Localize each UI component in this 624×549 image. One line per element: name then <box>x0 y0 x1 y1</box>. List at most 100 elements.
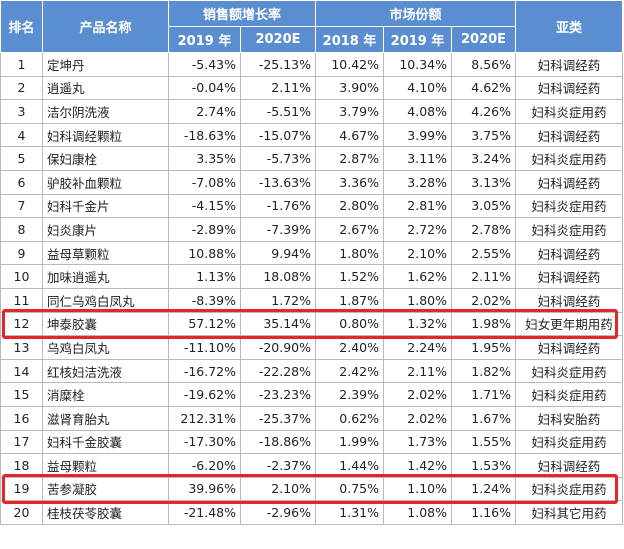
header-growth-2020e: 2020E <box>239 26 317 53</box>
share-2019-cell: 3.11% <box>383 146 453 171</box>
table-row: 2 逍遥丸 -0.04% 2.11% 3.90% 4.10% 4.62% 妇科调经药 <box>0 75 624 101</box>
share-2018-cell: 1.87% <box>315 287 385 313</box>
table-body: 1 定坤丹 -5.43% -25.13% 10.42% 10.34% 8.56% 妇科调经药 2… <box>0 52 624 525</box>
product-name-cell: 加味逍遥丸 <box>42 264 169 289</box>
table-row: 9 益母草颗粒 10.88% 9.94% 1.80% 2.10% 2.55% 妇科调经药 <box>0 240 624 266</box>
category-cell: 妇科安胎药 <box>515 405 624 431</box>
category-cell: 妇科炎症用药 <box>515 358 624 384</box>
share-2018-cell: 1.99% <box>315 429 385 455</box>
growth-2020e-cell: -7.39% <box>239 217 317 242</box>
category-cell: 妇科炎症用药 <box>515 99 624 124</box>
category-cell: 妇科调经药 <box>515 52 624 77</box>
growth-2020e-cell: -23.23% <box>239 382 317 407</box>
growth-2020e-cell: 2.10% <box>239 476 317 502</box>
product-name-cell: 益母草颗粒 <box>42 240 169 266</box>
rank-cell: 6 <box>0 169 43 195</box>
growth-2019-cell: -11.10% <box>168 335 241 360</box>
growth-2019-cell: -4.15% <box>168 193 241 219</box>
table-row: 14 红核妇洁洗液 -16.72% -22.28% 2.42% 2.11% 1.82% 妇科炎… <box>0 358 624 384</box>
rank-cell: 9 <box>0 240 43 266</box>
growth-2020e-cell: -1.76% <box>239 193 317 219</box>
product-name-cell: 妇炎康片 <box>42 217 169 242</box>
header-share-2020e: 2020E <box>451 26 517 53</box>
growth-2019-cell: -5.43% <box>168 52 241 77</box>
product-name-cell: 妇科千金片 <box>42 193 169 219</box>
share-2019-cell: 4.08% <box>383 99 453 124</box>
category-cell: 妇科炎症用药 <box>515 217 624 242</box>
product-name-cell: 坤泰胶囊 <box>42 311 169 337</box>
growth-2019-cell: -7.08% <box>168 169 241 195</box>
market-table-wrapper: 排名 产品名称 销售额增长率 市场份额 亚类 2019 年 2020E 2018… <box>0 0 624 525</box>
category-cell: 妇科炎症用药 <box>515 429 624 455</box>
share-2018-cell: 1.80% <box>315 240 385 266</box>
rank-cell: 11 <box>0 287 43 313</box>
share-2019-cell: 1.10% <box>383 476 453 502</box>
share-2019-cell: 2.02% <box>383 405 453 431</box>
product-name-cell: 益母颗粒 <box>42 453 169 478</box>
product-name-cell: 妇科千金胶囊 <box>42 429 169 455</box>
growth-2019-cell: -0.04% <box>168 75 241 101</box>
share-2018-cell: 4.67% <box>315 122 385 148</box>
share-2018-cell: 1.52% <box>315 264 385 289</box>
table-row: 7 妇科千金片 -4.15% -1.76% 2.80% 2.81% 3.05% 妇科炎症用药 <box>0 193 624 219</box>
share-2019-cell: 10.34% <box>383 52 453 77</box>
header-share-2019: 2019 年 <box>383 26 453 53</box>
share-2018-cell: 10.42% <box>315 52 385 77</box>
rank-cell: 7 <box>0 193 43 219</box>
growth-2019-cell: -17.30% <box>168 429 241 455</box>
growth-2019-cell: -2.89% <box>168 217 241 242</box>
growth-2019-cell: -21.48% <box>168 500 241 525</box>
share-2019-cell: 1.80% <box>383 287 453 313</box>
share-2020e-cell: 2.11% <box>451 264 517 289</box>
rank-cell: 16 <box>0 405 43 431</box>
rank-cell: 18 <box>0 453 43 478</box>
growth-2019-cell: -8.39% <box>168 287 241 313</box>
share-2018-cell: 2.87% <box>315 146 385 171</box>
product-name-cell: 定坤丹 <box>42 52 169 77</box>
growth-2019-cell: -19.62% <box>168 382 241 407</box>
growth-2020e-cell: 18.08% <box>239 264 317 289</box>
rank-cell: 20 <box>0 500 43 525</box>
share-2020e-cell: 8.56% <box>451 52 517 77</box>
rank-cell: 19 <box>0 476 43 502</box>
share-2019-cell: 1.42% <box>383 453 453 478</box>
category-cell: 妇科调经药 <box>515 75 624 101</box>
rank-cell: 17 <box>0 429 43 455</box>
rank-cell: 4 <box>0 122 43 148</box>
share-2020e-cell: 3.13% <box>451 169 517 195</box>
product-name-cell: 保妇康栓 <box>42 146 169 171</box>
growth-2020e-cell: -2.37% <box>239 453 317 478</box>
share-2020e-cell: 4.26% <box>451 99 517 124</box>
header-share-2018: 2018 年 <box>315 26 385 53</box>
table-row: 12 坤泰胶囊 57.12% 35.14% 0.80% 1.32% 1.98% 妇女更年期用药 <box>0 311 624 337</box>
share-2020e-cell: 1.16% <box>451 500 517 525</box>
share-2019-cell: 4.10% <box>383 75 453 101</box>
growth-2020e-cell: -5.51% <box>239 99 317 124</box>
share-2020e-cell: 1.24% <box>451 476 517 502</box>
growth-2020e-cell: -15.07% <box>239 122 317 148</box>
share-2018-cell: 0.75% <box>315 476 385 502</box>
product-name-cell: 洁尔阴洗液 <box>42 99 169 124</box>
share-2019-cell: 2.11% <box>383 358 453 384</box>
share-2018-cell: 3.36% <box>315 169 385 195</box>
header-market-share: 市场份额 <box>315 0 517 27</box>
table-row: 11 同仁乌鸡白凤丸 -8.39% 1.72% 1.87% 1.80% 2.02% 妇科调经药 <box>0 287 624 313</box>
share-2018-cell: 3.90% <box>315 75 385 101</box>
table-row: 20 桂枝茯苓胶囊 -21.48% -2.96% 1.31% 1.08% 1.16% 妇科其它… <box>0 500 624 525</box>
table-row: 16 滋肾育胎丸 212.31% -25.37% 0.62% 2.02% 1.67% 妇科安胎… <box>0 405 624 431</box>
share-2020e-cell: 1.95% <box>451 335 517 360</box>
share-2020e-cell: 1.53% <box>451 453 517 478</box>
share-2018-cell: 2.80% <box>315 193 385 219</box>
share-2018-cell: 0.62% <box>315 405 385 431</box>
share-2019-cell: 1.62% <box>383 264 453 289</box>
table-row: 18 益母颗粒 -6.20% -2.37% 1.44% 1.42% 1.53% 妇科调经药 <box>0 453 624 478</box>
rank-cell: 5 <box>0 146 43 171</box>
share-2019-cell: 1.32% <box>383 311 453 337</box>
category-cell: 妇科调经药 <box>515 287 624 313</box>
category-cell: 妇科调经药 <box>515 335 624 360</box>
table-row: 5 保妇康栓 3.35% -5.73% 2.87% 3.11% 3.24% 妇科炎症用药 <box>0 146 624 171</box>
growth-2020e-cell: -13.63% <box>239 169 317 195</box>
share-2020e-cell: 2.02% <box>451 287 517 313</box>
share-2020e-cell: 1.82% <box>451 358 517 384</box>
category-cell: 妇科调经药 <box>515 240 624 266</box>
